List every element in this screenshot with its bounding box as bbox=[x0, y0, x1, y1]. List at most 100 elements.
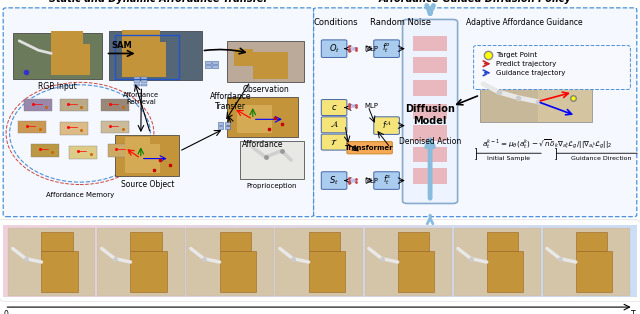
Bar bbox=[221, 225, 223, 297]
Bar bbox=[240, 225, 243, 297]
Bar bbox=[132, 225, 135, 297]
Bar bbox=[479, 225, 481, 297]
Bar bbox=[381, 225, 384, 297]
Bar bbox=[8, 225, 10, 297]
Bar bbox=[14, 225, 17, 297]
Bar bbox=[523, 225, 525, 297]
Bar bbox=[369, 225, 371, 297]
Bar bbox=[544, 225, 547, 297]
Bar bbox=[346, 225, 348, 297]
Bar bbox=[278, 225, 280, 297]
Bar bbox=[271, 225, 274, 297]
Bar bbox=[208, 225, 211, 297]
Bar bbox=[10, 225, 12, 297]
Bar bbox=[109, 31, 202, 80]
Bar bbox=[212, 225, 215, 297]
Bar bbox=[115, 225, 118, 297]
Bar bbox=[394, 225, 397, 297]
Bar bbox=[489, 225, 492, 297]
Text: Guidance trajectory: Guidance trajectory bbox=[496, 70, 565, 76]
Bar bbox=[143, 225, 145, 297]
Bar bbox=[102, 225, 105, 297]
Bar bbox=[261, 225, 264, 297]
Bar bbox=[424, 225, 426, 297]
Bar bbox=[81, 225, 84, 297]
Bar bbox=[185, 225, 188, 297]
Bar bbox=[576, 251, 612, 292]
Text: RGB Input: RGB Input bbox=[38, 82, 77, 91]
Bar bbox=[326, 225, 329, 297]
Bar bbox=[41, 225, 44, 297]
Bar bbox=[69, 146, 97, 159]
Bar bbox=[563, 225, 566, 297]
Bar bbox=[515, 225, 517, 297]
Bar bbox=[219, 225, 221, 297]
Text: Source Object: Source Object bbox=[120, 180, 174, 189]
Bar bbox=[73, 225, 76, 297]
Bar bbox=[67, 225, 69, 297]
Bar bbox=[153, 225, 156, 297]
Bar bbox=[449, 225, 452, 297]
Bar bbox=[305, 225, 308, 297]
Bar bbox=[174, 225, 177, 297]
Bar bbox=[421, 225, 424, 297]
Text: T: T bbox=[631, 310, 636, 314]
Bar bbox=[108, 144, 136, 157]
Bar bbox=[187, 225, 189, 297]
Bar bbox=[164, 225, 166, 297]
Bar bbox=[590, 225, 593, 297]
Bar bbox=[35, 225, 38, 297]
Bar bbox=[237, 225, 241, 297]
Bar bbox=[341, 225, 344, 297]
Bar bbox=[440, 225, 443, 297]
Bar bbox=[42, 251, 78, 292]
Bar bbox=[533, 225, 536, 297]
Bar bbox=[255, 225, 257, 297]
Text: Proprioception: Proprioception bbox=[247, 183, 297, 189]
Bar bbox=[177, 225, 179, 297]
Bar bbox=[543, 228, 630, 296]
Bar bbox=[90, 225, 93, 297]
Bar bbox=[60, 122, 88, 135]
Bar bbox=[348, 225, 350, 297]
Bar bbox=[504, 225, 506, 297]
Text: Affordance
Transfer: Affordance Transfer bbox=[210, 92, 251, 111]
Bar bbox=[343, 225, 346, 297]
Bar bbox=[292, 225, 295, 297]
Bar bbox=[294, 225, 298, 297]
Bar bbox=[546, 225, 548, 297]
Bar bbox=[611, 225, 614, 297]
FancyBboxPatch shape bbox=[403, 19, 458, 203]
Bar bbox=[120, 225, 122, 297]
Bar bbox=[101, 121, 129, 133]
Bar bbox=[161, 225, 164, 297]
Bar bbox=[92, 225, 95, 297]
Bar bbox=[436, 225, 439, 297]
Bar bbox=[538, 225, 540, 297]
Bar bbox=[115, 135, 179, 176]
Bar bbox=[122, 42, 166, 77]
Bar bbox=[460, 225, 462, 297]
Bar bbox=[527, 225, 530, 297]
Bar bbox=[273, 225, 276, 297]
Bar bbox=[37, 225, 40, 297]
Bar bbox=[115, 35, 179, 78]
Bar bbox=[60, 225, 63, 297]
Bar bbox=[595, 225, 597, 297]
Bar bbox=[455, 225, 458, 297]
Bar bbox=[45, 225, 48, 297]
Bar bbox=[220, 232, 251, 251]
Bar bbox=[548, 225, 551, 297]
Bar bbox=[531, 225, 534, 297]
Bar bbox=[360, 225, 363, 297]
Bar bbox=[276, 225, 278, 297]
Bar bbox=[400, 225, 403, 297]
Bar bbox=[415, 225, 418, 297]
Bar bbox=[263, 225, 266, 297]
Bar bbox=[205, 61, 211, 64]
Bar bbox=[5, 225, 8, 297]
Bar bbox=[56, 225, 59, 297]
Bar bbox=[141, 77, 147, 79]
Bar bbox=[214, 225, 217, 297]
Bar bbox=[474, 225, 477, 297]
